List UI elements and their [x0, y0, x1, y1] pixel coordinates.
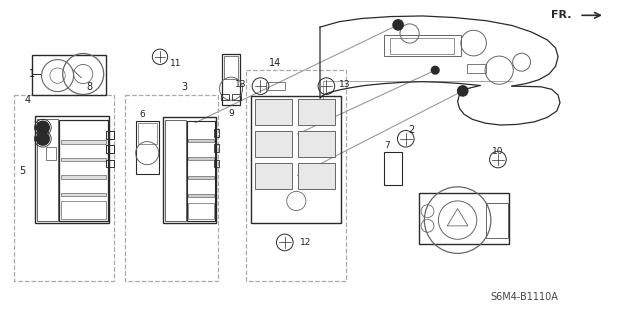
Bar — [298, 99, 335, 125]
Bar — [214, 129, 219, 137]
Text: 14: 14 — [269, 58, 281, 68]
Bar — [214, 144, 219, 152]
Circle shape — [393, 20, 403, 30]
Bar — [106, 145, 114, 153]
Text: 13: 13 — [339, 80, 351, 89]
Bar — [32, 55, 106, 95]
Circle shape — [458, 86, 468, 96]
Text: 12: 12 — [300, 238, 311, 247]
Text: 1: 1 — [29, 69, 35, 79]
Bar — [188, 157, 214, 160]
Bar — [266, 82, 285, 90]
Text: 10: 10 — [492, 147, 504, 156]
Text: 11: 11 — [170, 59, 181, 68]
Bar — [224, 56, 238, 79]
Text: 3: 3 — [181, 82, 188, 92]
Bar — [106, 160, 114, 167]
Bar — [246, 70, 346, 281]
Bar — [61, 175, 106, 179]
Bar — [61, 201, 106, 219]
Bar — [35, 116, 109, 223]
Bar — [384, 35, 461, 56]
Bar — [221, 94, 229, 100]
Text: 13: 13 — [235, 80, 246, 89]
Bar — [188, 139, 214, 142]
Text: 5: 5 — [19, 166, 26, 176]
Bar — [14, 95, 114, 281]
Bar — [163, 117, 216, 223]
Bar — [106, 131, 114, 139]
Bar — [486, 203, 508, 238]
Bar — [251, 96, 341, 223]
Circle shape — [36, 121, 49, 134]
Bar — [188, 194, 214, 197]
Text: 6: 6 — [140, 110, 145, 119]
Bar — [61, 193, 106, 196]
Text: S6M4-B1110A: S6M4-B1110A — [491, 292, 559, 302]
Bar — [214, 160, 219, 167]
Bar — [61, 158, 106, 161]
Bar — [467, 64, 486, 73]
Bar — [37, 119, 58, 221]
Bar — [384, 152, 402, 185]
Circle shape — [36, 132, 49, 145]
Bar — [165, 120, 186, 221]
Bar — [188, 203, 214, 219]
Text: 7: 7 — [385, 141, 390, 150]
Bar — [390, 38, 454, 54]
Bar — [61, 140, 106, 144]
Bar — [136, 121, 159, 174]
Bar — [46, 147, 56, 160]
Bar — [298, 163, 335, 189]
Text: 2: 2 — [408, 125, 415, 135]
Bar — [255, 131, 292, 157]
Bar — [298, 131, 335, 157]
Bar — [232, 94, 241, 100]
Text: 8: 8 — [86, 82, 93, 92]
Text: 4: 4 — [24, 95, 31, 106]
Bar — [59, 120, 108, 221]
Bar — [138, 123, 157, 144]
Bar — [125, 95, 218, 281]
Bar — [255, 163, 292, 189]
Bar — [188, 176, 214, 179]
Circle shape — [431, 66, 439, 74]
Text: FR.: FR. — [551, 10, 572, 20]
Bar — [187, 121, 215, 221]
Bar — [419, 193, 509, 244]
Bar — [222, 54, 240, 105]
Bar — [255, 99, 292, 125]
Text: 9: 9 — [228, 109, 234, 118]
